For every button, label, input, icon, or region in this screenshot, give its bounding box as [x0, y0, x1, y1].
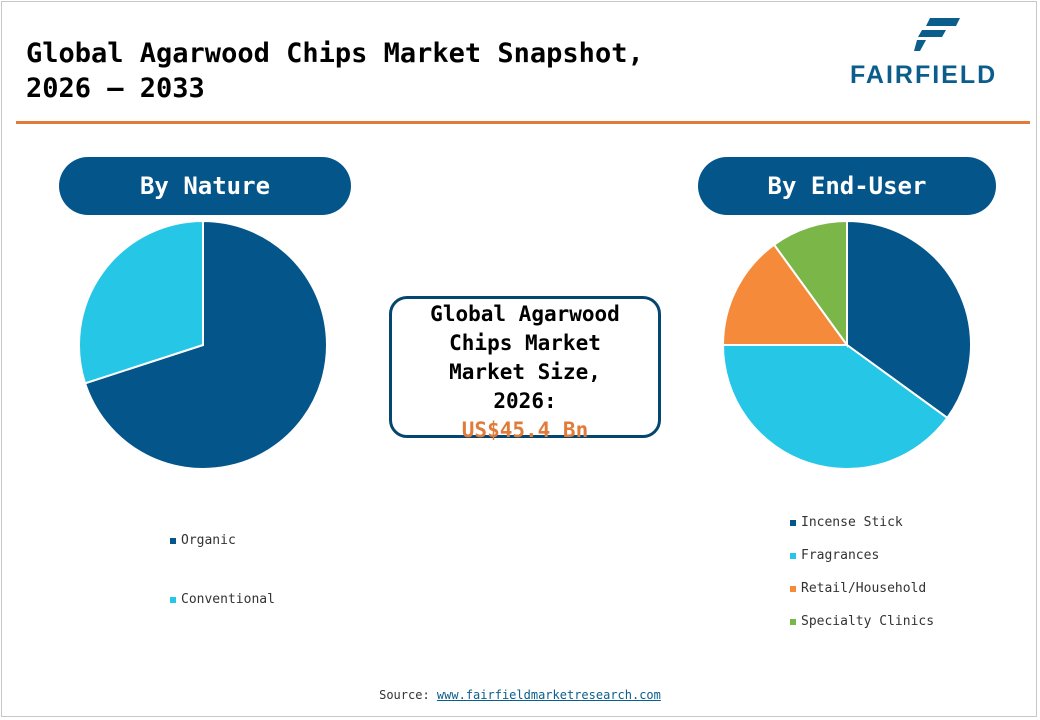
pie-slice-conventional — [78, 220, 204, 385]
legend-label: Retail/Household — [801, 581, 927, 596]
legend-swatch — [790, 585, 796, 592]
market-size-line-3: Market Size, — [449, 360, 601, 384]
market-size-line-1: Global Agarwood — [430, 302, 620, 326]
legend-swatch — [790, 552, 796, 559]
legend-label: Specialty Clinics — [801, 614, 935, 629]
legend-item-fragrances: Fragrances — [790, 548, 879, 563]
pie-slice-organic — [83, 220, 328, 470]
legend-item-conventional: Conventional — [170, 592, 275, 607]
title-line-2: 2026 – 2033 — [26, 73, 205, 104]
logo-text: FAIRFIELD — [850, 61, 998, 89]
market-size-line-4: 2026: — [493, 389, 557, 413]
market-size-box: Global Agarwood Chips Market Market Size… — [389, 296, 661, 442]
pie-slice-incense-stick — [846, 220, 972, 420]
legend-label: Organic — [181, 533, 236, 548]
by-nature-heading: By Nature — [59, 157, 351, 215]
legend-item-specialty-clinics: Specialty Clinics — [790, 614, 934, 629]
fairfield-mark-icon — [914, 18, 960, 51]
fairfield-logo: FAIRFIELD — [848, 18, 1024, 90]
title-line-1: Global Agarwood Chips Market Snapshot, — [26, 38, 644, 69]
market-size-value: US$45.4 Bn — [461, 418, 589, 442]
nature-pie-chart — [78, 220, 328, 470]
source-label: Source: — [379, 688, 430, 702]
legend-swatch — [170, 537, 176, 544]
legend-label: Conventional — [181, 592, 275, 607]
by-end-user-heading: By End-User — [698, 157, 996, 215]
market-size-line-2: Chips Market — [449, 331, 601, 355]
legend-item-incense-stick: Incense Stick — [790, 515, 903, 530]
legend-swatch — [170, 596, 176, 603]
end-user-pie-chart — [722, 220, 972, 470]
legend-item-organic: Organic — [170, 533, 236, 548]
legend-label: Fragrances — [801, 548, 880, 563]
page-title: Global Agarwood Chips Market Snapshot, 2… — [26, 36, 644, 106]
legend-item-retail-household: Retail/Household — [790, 581, 926, 596]
legend-label: Incense Stick — [801, 515, 903, 530]
legend-swatch — [790, 519, 796, 526]
pie-slice-fragrances — [722, 344, 949, 470]
pie-slice-specialty-clinics — [772, 220, 848, 349]
source-link[interactable]: www.fairfieldmarketresearch.com — [436, 688, 661, 702]
source-line: Source: www.fairfieldmarketresearch.com — [0, 688, 1040, 702]
title-divider — [16, 121, 1030, 124]
pie-slice-retail-household — [722, 243, 849, 346]
legend-swatch — [790, 618, 796, 625]
